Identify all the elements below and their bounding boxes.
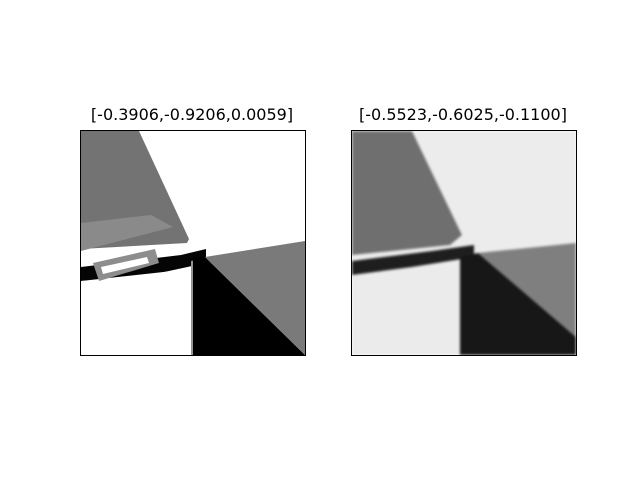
image-panel-right [351, 130, 577, 356]
panel-title-right: [-0.5523,-0.6025,-0.1100] [359, 105, 567, 124]
grayscale-render-image [81, 131, 305, 355]
panel-title-left: [-0.3906,-0.9206,0.0059] [90, 105, 294, 124]
grayscale-reconstruction-image [352, 131, 576, 355]
image-panel-left [80, 130, 306, 356]
